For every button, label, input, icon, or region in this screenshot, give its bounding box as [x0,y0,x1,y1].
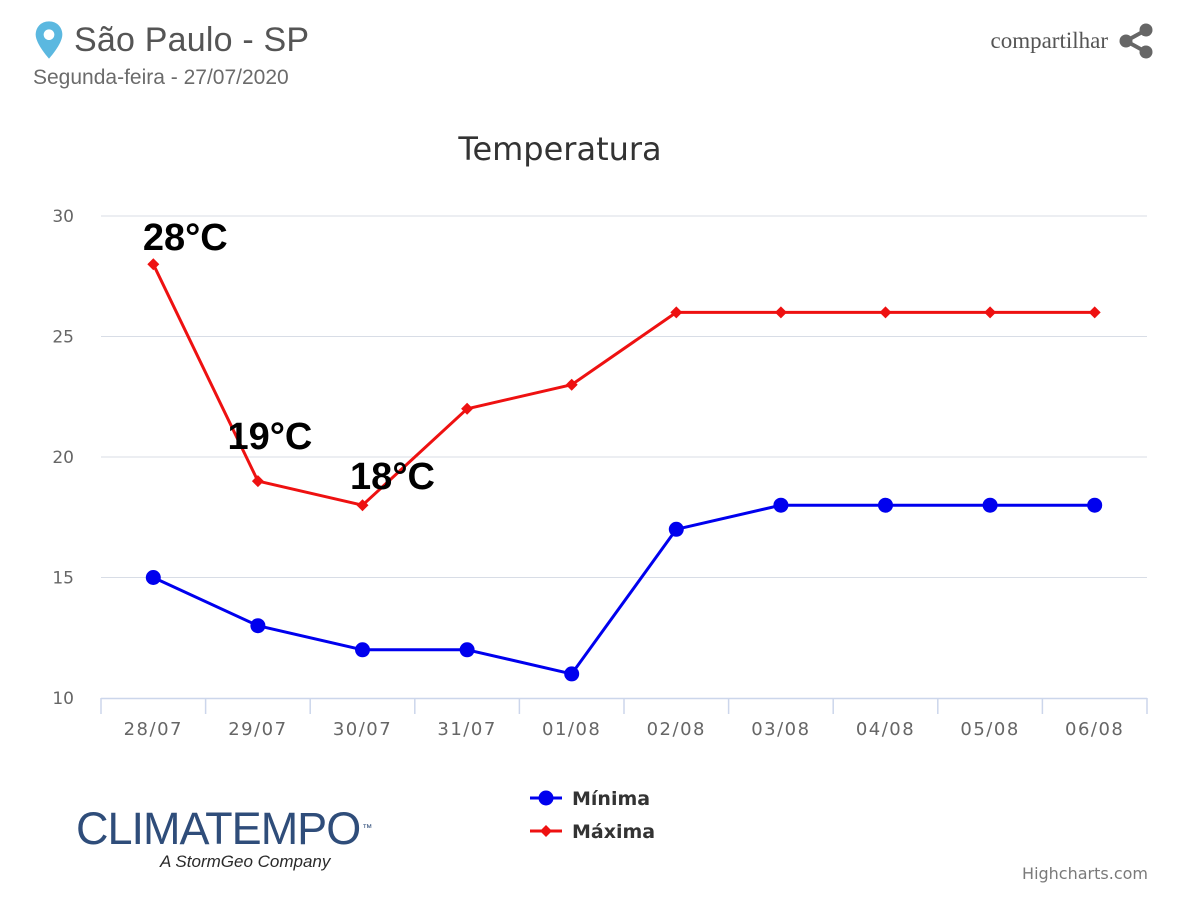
data-point [459,642,475,658]
data-point [668,521,684,537]
data-point [461,402,474,415]
data-point [982,497,998,513]
climatempo-logo[interactable]: CLIMATEMPO ™ A StormGeo Company [76,803,372,872]
highcharts-credits[interactable]: Highcharts.com [1022,864,1148,883]
logo-trademark: ™ [362,823,372,834]
data-label: 19°C [227,416,312,458]
legend-label: Mínima [572,788,650,810]
x-tick-label: 02/08 [647,719,706,740]
data-point [147,258,160,271]
data-point [145,570,161,585]
data-point [251,475,264,488]
share-label: compartilhar [990,28,1108,53]
x-tick-label: 29/07 [228,719,287,740]
chart-legend: Mínima Máxima [530,788,655,843]
current-date: Segunda-feira - 27/07/2020 [33,66,289,89]
series-line-minima [152,503,1095,676]
legend-marker [540,825,552,837]
data-point [984,306,997,319]
y-tick-label: 25 [52,328,74,348]
data-point [879,306,892,319]
location-pin-icon [35,21,63,59]
legend-label: Máxima [572,821,655,843]
x-tick-label: 03/08 [751,719,810,740]
data-point [1088,306,1101,319]
data-point [355,642,370,658]
location-header: São Paulo - SP Segunda-feira - 27/07/202… [32,20,309,90]
x-tick-label: 01/08 [542,719,601,740]
x-tick-label: 28/07 [124,719,183,740]
x-tick-label: 06/08 [1065,719,1124,740]
chart-title: Temperatura [457,130,661,168]
x-tick-label: 31/07 [437,719,496,740]
x-axis: 28/07 29/07 30/07 31/07 01/08 02/08 03/08 04/08… [100,697,1148,740]
data-point [774,306,787,319]
legend-item-maxima[interactable]: Máxima [530,821,655,843]
city-name: São Paulo - SP [74,20,310,59]
y-tick-label: 15 [52,569,74,589]
data-point [773,497,789,513]
legend-marker [538,790,554,806]
share-button[interactable]: compartilhar [990,22,1156,60]
data-point [356,499,369,512]
data-point [1087,497,1103,513]
data-label: 28°C [143,217,228,259]
data-label: 18°C [350,456,435,498]
y-tick-label: 30 [52,207,74,227]
data-point [250,618,266,634]
series-line-maxima [151,263,1095,507]
data-point [565,378,578,391]
share-icon [1119,23,1153,59]
logo-tagline: A StormGeo Company [160,852,331,871]
x-tick-label: 05/08 [960,719,1019,740]
x-tick-label: 30/07 [333,719,392,740]
y-tick-label: 20 [52,448,74,468]
chart-annotations: 28°C 19°C 18°C [143,217,435,498]
logo-text: CLIMATEMPO [76,803,361,854]
y-tick-label: 10 [52,689,74,709]
chart-grid [101,215,1147,578]
data-point [564,666,580,682]
data-point [878,497,893,513]
y-axis: 10 15 20 25 30 [52,207,74,709]
x-tick-label: 04/08 [856,719,915,740]
legend-item-minima[interactable]: Mínima [530,788,650,810]
chart-series [145,258,1103,682]
data-point [670,306,683,319]
